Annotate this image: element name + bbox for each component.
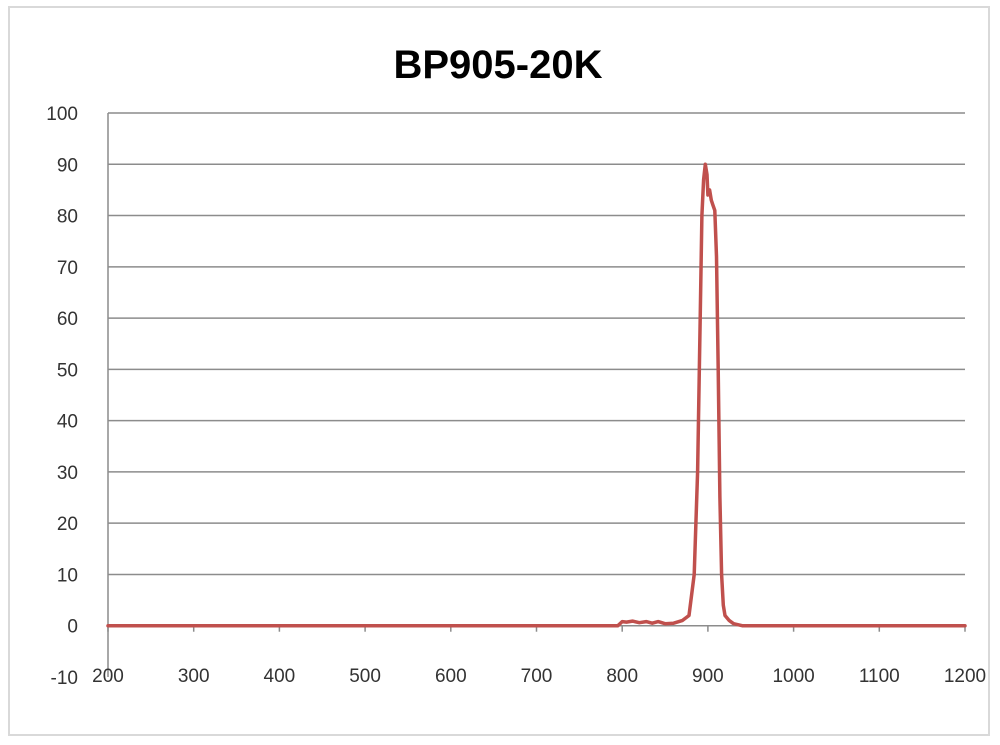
y-tick-label: 80 bbox=[57, 207, 78, 228]
y-tick-label: 50 bbox=[57, 360, 78, 381]
x-tick-label: 700 bbox=[521, 666, 553, 687]
y-tick-label: 100 bbox=[46, 104, 78, 125]
y-tick-label: 60 bbox=[57, 309, 78, 330]
x-tick-label: 900 bbox=[692, 666, 724, 687]
y-tick-label: 0 bbox=[67, 617, 78, 638]
grid-lines bbox=[107, 112, 966, 677]
x-axis-tick-labels: 200 300 400 500 600 700 800 900 1000 1100 1200 bbox=[92, 666, 986, 687]
chart-frame bbox=[8, 6, 990, 736]
series-line bbox=[106, 162, 967, 628]
series-layer bbox=[106, 162, 967, 628]
y-tick-label: 30 bbox=[57, 463, 78, 484]
y-tick-label: 90 bbox=[57, 155, 78, 176]
chart-title: BP905-20K bbox=[393, 43, 602, 87]
x-tick-label: 300 bbox=[178, 666, 210, 687]
y-tick-label: 40 bbox=[57, 412, 78, 433]
x-tick-label: 1200 bbox=[944, 666, 986, 687]
y-tick-label: 70 bbox=[57, 258, 78, 279]
y-tick-label: 10 bbox=[57, 565, 78, 586]
y-tick-label: -10 bbox=[51, 668, 78, 689]
x-tick-label: 1100 bbox=[859, 666, 900, 687]
x-tick-label: 500 bbox=[349, 666, 381, 687]
x-tick-label: 200 bbox=[92, 666, 124, 687]
x-tick-label: 600 bbox=[435, 666, 467, 687]
y-tick-label: 20 bbox=[57, 514, 78, 535]
x-tick-label: 400 bbox=[264, 666, 296, 687]
x-tick-label: 1000 bbox=[772, 666, 814, 687]
x-tick-label: 800 bbox=[606, 666, 638, 687]
